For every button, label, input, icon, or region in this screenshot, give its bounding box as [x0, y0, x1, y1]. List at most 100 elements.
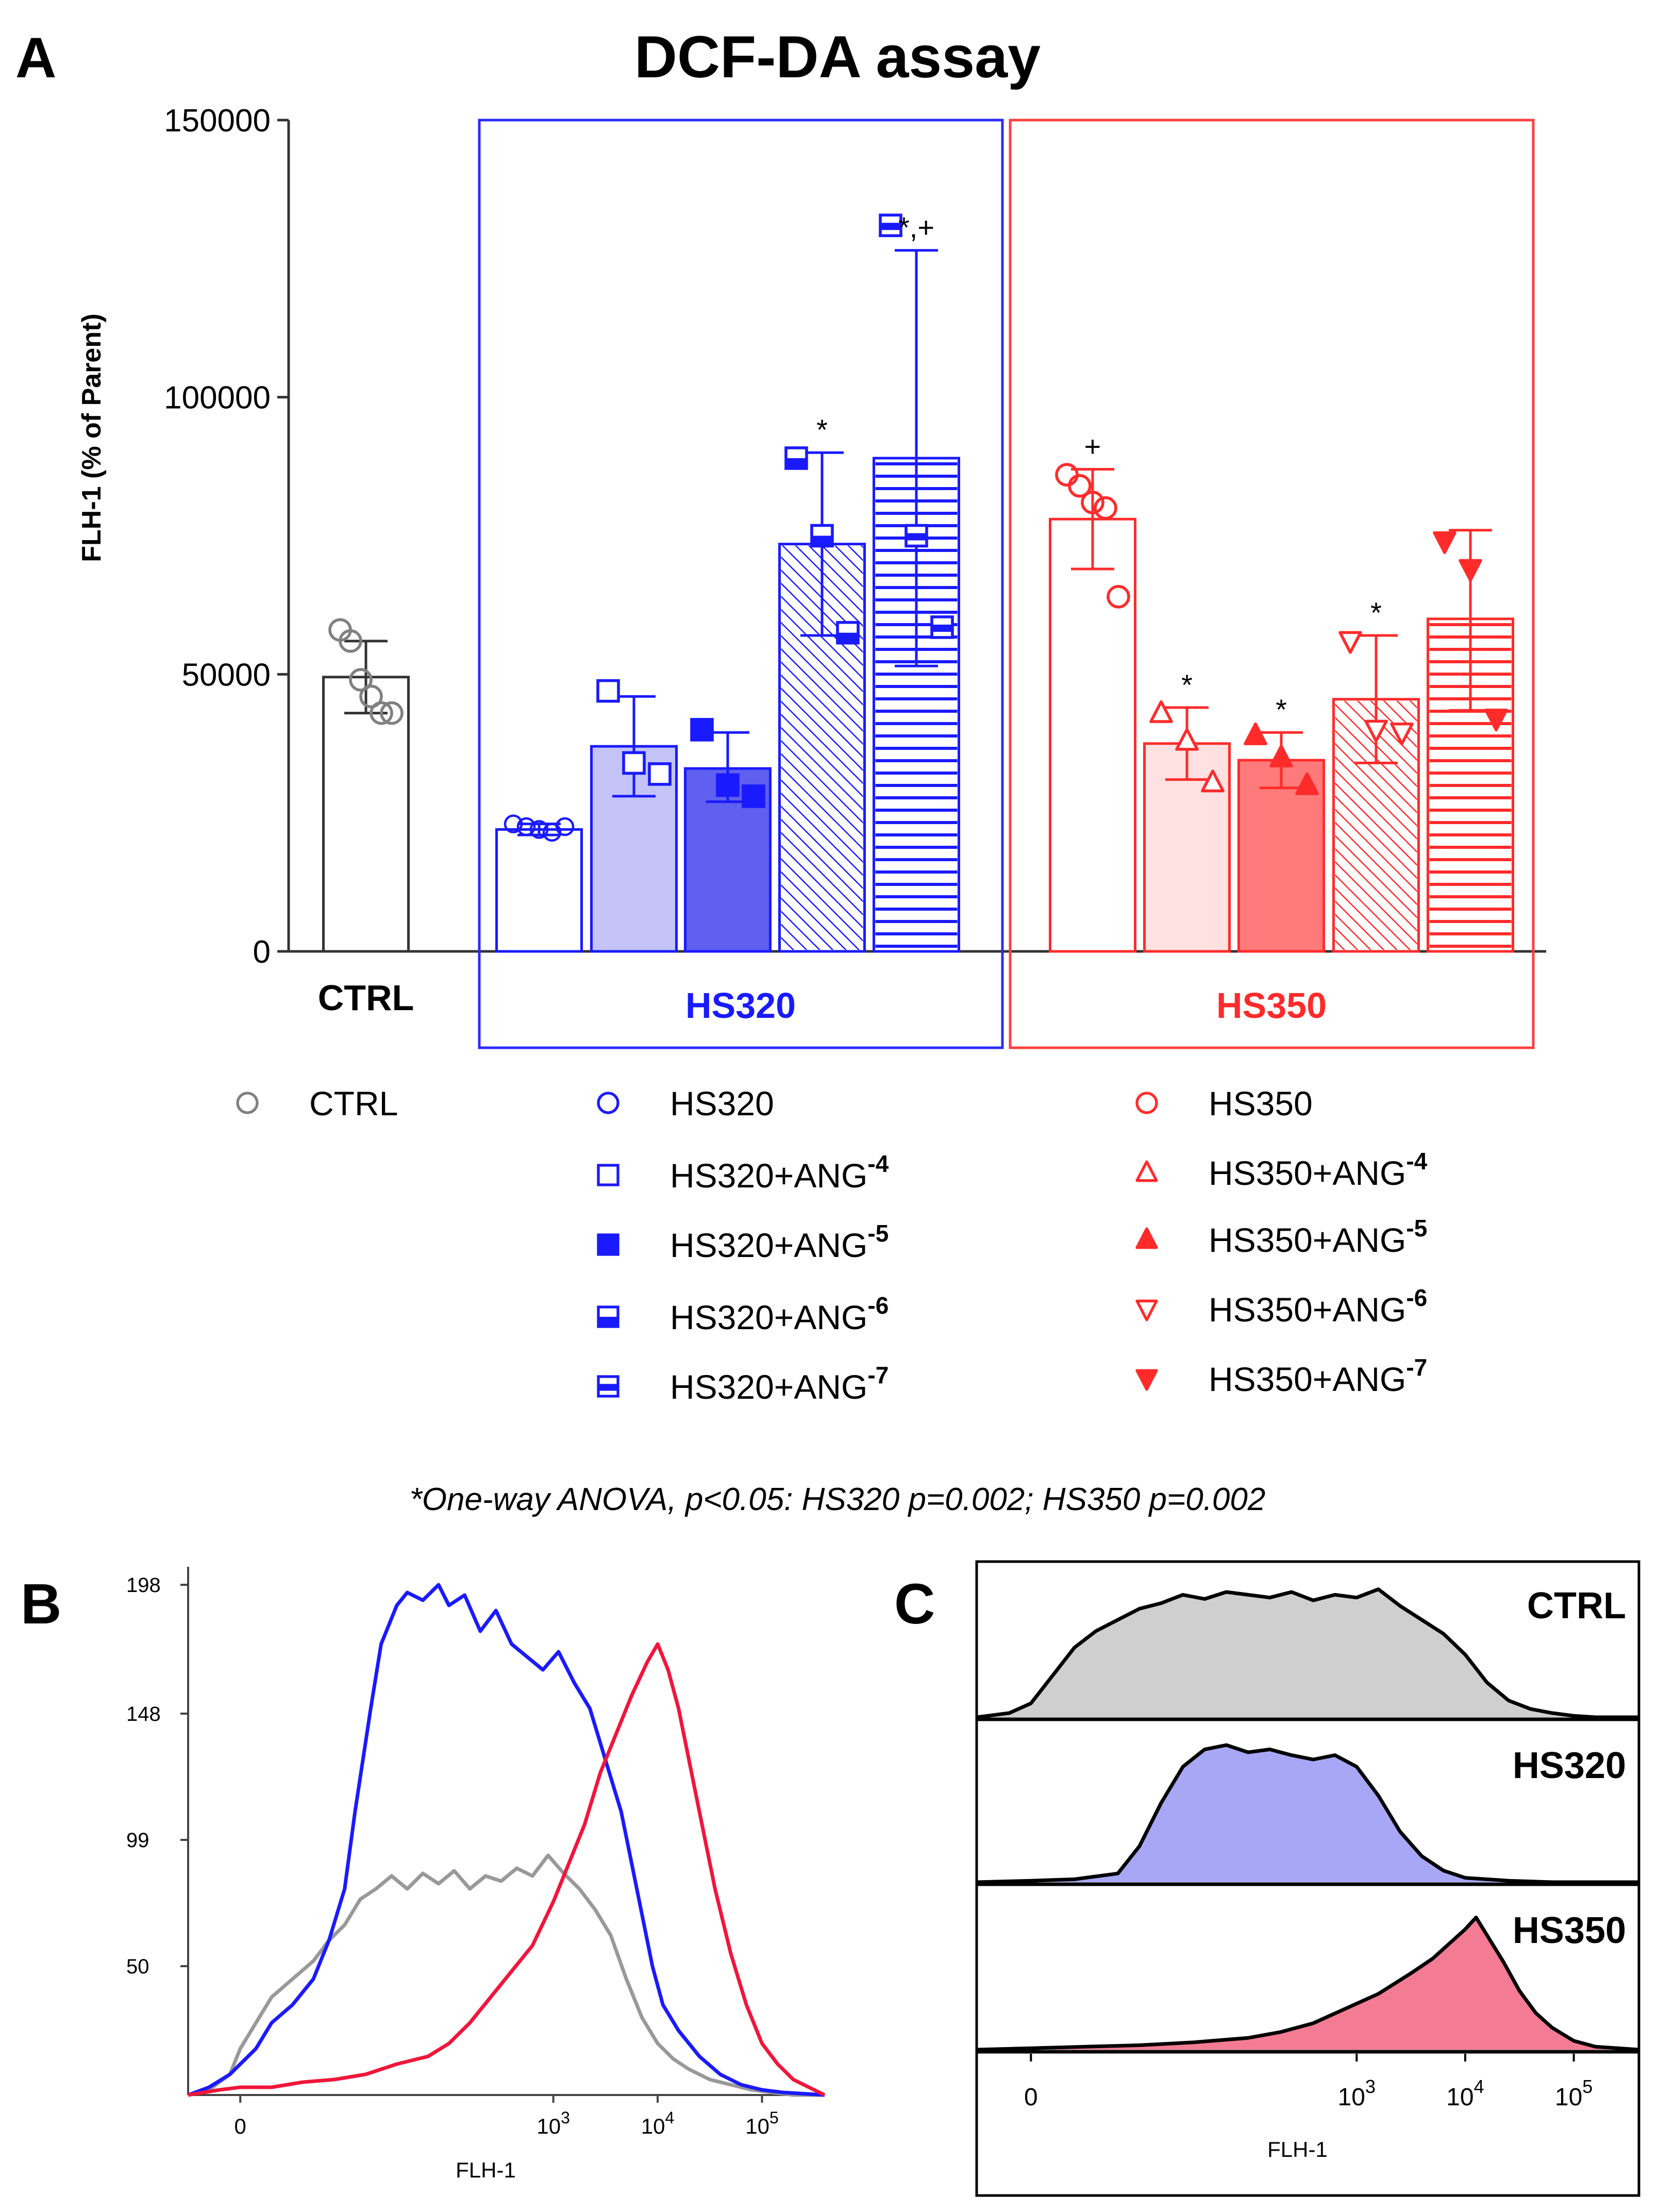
data-point-hs320-ang-5 — [690, 718, 714, 742]
data-point-hs350-ang-6 — [1338, 631, 1362, 654]
tick-base: 0 — [234, 2114, 246, 2138]
data-point-hs350-ang-4 — [1175, 728, 1199, 751]
hs350-group-box — [1009, 119, 1535, 1049]
data-point-hs320-ang-4 — [596, 679, 620, 703]
legend-marker-hs320 — [597, 1092, 619, 1114]
bar-hs320 — [495, 828, 583, 953]
data-point-hs320-ang-7 — [879, 213, 902, 238]
panel-a-title: DCF-DA assay — [634, 24, 1041, 90]
data-point-hs350-ang-6 — [1390, 722, 1414, 746]
legend-marker-hs320-ang-7 — [597, 1375, 619, 1398]
data-point-hs320-ang-5 — [716, 773, 740, 797]
tick-base: 10 — [641, 2114, 665, 2138]
y-tick-label: 100000 — [164, 380, 271, 416]
panel-c-label-hs350: HS350 — [1513, 1910, 1626, 1951]
data-point-hs350 — [1068, 474, 1092, 498]
legend-marker-hs320-ang-4 — [597, 1164, 619, 1186]
panel-c-line-hs320 — [976, 1743, 1639, 1884]
panel-c-x-axis-label: FLH-1 — [1267, 2137, 1328, 2161]
legend-marker-hs320-ang-6-half — [598, 1317, 618, 1327]
data-point-hs320-ang-4 — [622, 751, 646, 775]
significance-label-hs350-ang-5: * — [1276, 693, 1287, 726]
legend-marker-ctrl — [236, 1092, 259, 1114]
data-point-hs350 — [1094, 496, 1117, 520]
data-point-hs350-ang-7 — [1484, 709, 1508, 732]
panel-b-letter: B — [21, 1572, 61, 1636]
data-point-hs350-ang-5 — [1269, 744, 1293, 767]
significance-label-hs350-ang-6: * — [1370, 596, 1382, 629]
tick-base: 10 — [1338, 2084, 1365, 2111]
y-tick-label: 150000 — [164, 103, 271, 139]
panel-c-label-hs320: HS320 — [1513, 1745, 1626, 1786]
legend-label-hs320: HS320 — [670, 1084, 774, 1122]
data-point-hs320 — [504, 814, 523, 833]
legend-label-superscript: -7 — [867, 1362, 889, 1388]
data-point-hs320 — [516, 817, 536, 836]
group-label-hs320: HS320 — [685, 985, 796, 1026]
group-label-hs350: HS350 — [1216, 985, 1327, 1026]
legend-marker-hs320-ang-6 — [597, 1305, 619, 1328]
data-point-ctrl — [349, 668, 373, 692]
legend-marker-hs350-ang-5 — [1135, 1227, 1158, 1249]
panel-b-x-axis-label: FLH-1 — [456, 2158, 516, 2182]
legend-label-hs350: HS350 — [1209, 1084, 1313, 1122]
legend-marker-hs350-ang-4 — [1135, 1160, 1158, 1182]
bar-ctrl — [322, 676, 410, 953]
panel-b-x-tick-label: 103 — [537, 2108, 570, 2138]
legend-label-base: HS350+ANG — [1209, 1221, 1406, 1259]
significance-label-hs320-ang-7: *,+ — [898, 211, 934, 244]
tick-exponent: 3 — [1365, 2076, 1376, 2097]
panel-b-series-ctrl — [188, 1853, 825, 2097]
panel-c-label-ctrl: CTRL — [1527, 1585, 1626, 1627]
data-point-hs320-ang-5-box — [742, 784, 765, 808]
panel-b-x-tick-label: 104 — [641, 2108, 675, 2138]
panel-c-area-hs320 — [977, 1745, 1639, 1882]
legend-marker-hs320-ang-5 — [597, 1233, 619, 1256]
legend-label-superscript: -4 — [867, 1150, 889, 1177]
tick-base: 10 — [745, 2114, 769, 2138]
panel-a-error-bars — [344, 249, 1492, 836]
data-point-hs320-ang-7 — [930, 615, 954, 639]
data-point-hs320-ang-7-half — [880, 223, 901, 230]
legend-label-superscript: -6 — [1406, 1284, 1427, 1311]
legend-marker-hs350 — [1135, 1092, 1158, 1114]
tick-exponent: 5 — [769, 2108, 779, 2127]
legend-label-base: HS320 — [670, 1084, 774, 1122]
tick-exponent: 4 — [665, 2108, 675, 2127]
tick-base: 10 — [1446, 2084, 1473, 2111]
panel-b-y-tick-label: 99 — [126, 1829, 149, 1852]
legend-label-base: HS320+ANG — [670, 1368, 867, 1406]
significance-label-hs350: + — [1084, 430, 1101, 462]
data-point-hs320-ang-7 — [904, 524, 928, 548]
panel-b-y-tick-label: 50 — [126, 1955, 149, 1978]
data-point-hs320-ang-6 — [836, 621, 860, 645]
legend-label-hs320-ang-5: HS320+ANG-5 — [670, 1220, 889, 1264]
legend-label-hs320-ang-4: HS320+ANG-4 — [670, 1150, 889, 1195]
panel-c-x-tick-label: 0 — [1024, 2084, 1038, 2111]
data-point-hs320-ang-4-box — [648, 762, 672, 786]
data-point-hs350 — [1081, 491, 1104, 514]
legend-marker-hs320-ang-7-half — [598, 1384, 618, 1391]
data-point-hs320-ang-6-half — [786, 458, 807, 468]
panel-b-series-hs350 — [188, 1642, 826, 2097]
legend-label-base: HS320+ANG — [670, 1298, 867, 1336]
data-point-ctrl — [370, 701, 393, 725]
panel-c-letter: C — [894, 1572, 935, 1636]
legend-label-superscript: -4 — [1406, 1148, 1427, 1175]
legend-label-superscript: -5 — [1406, 1215, 1427, 1242]
data-point-hs350-ang-7 — [1459, 559, 1482, 582]
panel-c-x-tick-label: 104 — [1446, 2076, 1484, 2111]
legend-label-hs350-ang-7: HS350+ANG-7 — [1209, 1354, 1427, 1398]
panel-b-series-hs320 — [187, 1583, 825, 2097]
legend-label-ctrl: CTRL — [309, 1084, 398, 1122]
data-point-hs350-ang-6 — [1364, 719, 1388, 743]
panel-c-frame — [975, 1560, 1640, 2197]
legend-label-base: HS350 — [1209, 1084, 1313, 1122]
legend-label-base: HS350+ANG — [1209, 1291, 1406, 1329]
data-point-hs350-ang-5 — [1244, 722, 1267, 745]
data-point-hs320-ang-6-half — [812, 535, 832, 546]
data-point-hs350-ang-5 — [1295, 772, 1319, 795]
panel-b-y-tick-label: 148 — [126, 1703, 161, 1725]
